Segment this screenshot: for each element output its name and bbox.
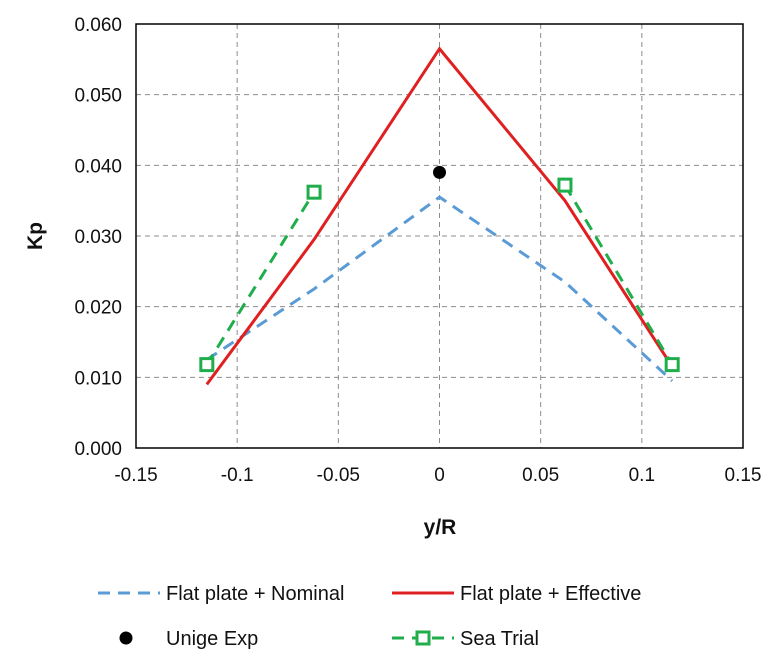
- x-tick-label: 0: [434, 465, 445, 486]
- flat-plate-nominal-line: [205, 195, 674, 382]
- legend-swatch: [119, 631, 133, 645]
- legend-item: Sea Trial: [392, 628, 539, 650]
- x-tick-labels: -0.15 -0.1 -0.05 0 0.05 0.1 0.15: [114, 465, 761, 486]
- legend-item: Flat plate + Effective: [392, 583, 641, 605]
- x-tick-label: -0.15: [114, 465, 157, 486]
- plot-area: [135, 23, 744, 449]
- x-tick-label: 0.05: [522, 465, 559, 486]
- series-layer: [199, 46, 680, 386]
- gridlines: [136, 24, 743, 448]
- legend-marker: [415, 630, 431, 646]
- y-tick-label: 0.050: [74, 86, 122, 107]
- sea-trial-marker: [664, 357, 680, 373]
- sea-trial-marker: [306, 184, 322, 200]
- sea-trial-line: [563, 184, 674, 366]
- sea-trial-line: [205, 191, 316, 366]
- legend: Flat plate + Nominal Flat plate + Effecti…: [98, 583, 641, 650]
- legend-label: Unige Exp: [166, 628, 258, 650]
- y-tick-label: 0.060: [74, 15, 122, 36]
- legend-label: Flat plate + Effective: [460, 583, 641, 605]
- y-tick-labels: 0.000 0.010 0.020 0.030 0.040 0.050 0.060: [74, 15, 122, 460]
- x-axis-title: y/R: [424, 516, 457, 539]
- x-tick-label: 0.1: [629, 465, 655, 486]
- legend-label: Sea Trial: [460, 628, 539, 650]
- legend-label: Flat plate + Nominal: [166, 583, 344, 605]
- sea-trial-marker: [199, 357, 215, 373]
- y-tick-label: 0.030: [74, 227, 122, 248]
- x-tick-label: -0.05: [317, 465, 360, 486]
- y-tick-label: 0.000: [74, 439, 122, 460]
- y-axis-title: Kp: [24, 222, 47, 250]
- y-tick-label: 0.010: [74, 368, 122, 389]
- x-tick-label: -0.1: [221, 465, 254, 486]
- sea-trial-marker: [557, 177, 573, 193]
- flat-plate-effective-line: [205, 46, 674, 386]
- x-tick-label: 0.15: [725, 465, 762, 486]
- unige-exp-point: [433, 165, 446, 179]
- y-tick-label: 0.020: [74, 298, 122, 319]
- legend-item: Flat plate + Nominal: [98, 583, 344, 605]
- legend-item: Unige Exp: [119, 628, 258, 650]
- y-tick-label: 0.040: [74, 156, 122, 177]
